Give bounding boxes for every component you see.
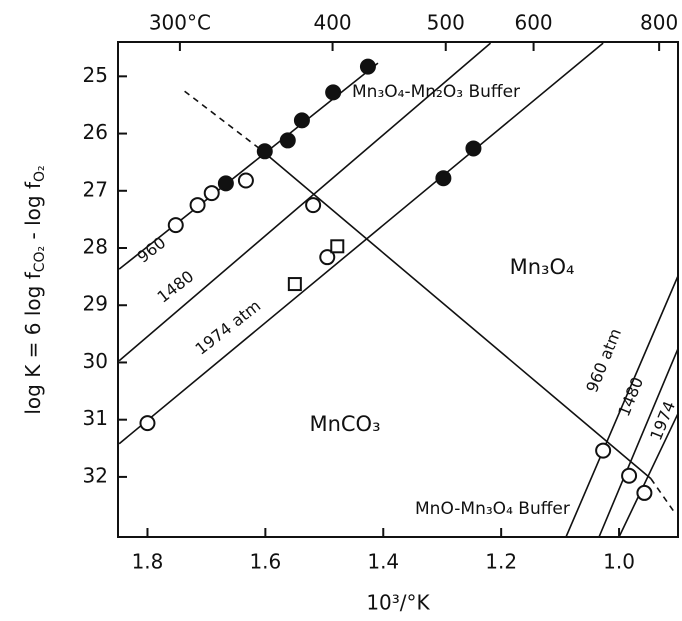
- y-tick-label: 29: [83, 292, 108, 316]
- circle-point: [305, 197, 322, 214]
- line: [565, 273, 678, 537]
- y-axis-title-part: - log f: [21, 181, 45, 246]
- line: [259, 148, 652, 480]
- circle-point: [325, 84, 342, 101]
- x2-tick-label: 800: [640, 11, 678, 35]
- x2-tick-label: 500: [427, 11, 465, 35]
- x-tick-label: 1.0: [603, 550, 635, 574]
- y-axis-title-part: O₂: [32, 165, 48, 182]
- y-axis-title-part: log K = 6 log f: [21, 271, 45, 414]
- y-tick-label: 30: [83, 349, 108, 373]
- x-tick-label: 1.2: [485, 550, 517, 574]
- line: [118, 42, 492, 362]
- circle-point: [279, 132, 296, 149]
- line: [118, 42, 604, 445]
- circle-point: [217, 175, 234, 192]
- y-tick-label: 31: [83, 406, 108, 430]
- plot-frame: [117, 41, 679, 538]
- line-label: 1480: [154, 267, 198, 307]
- y-tick-label: 27: [83, 177, 108, 201]
- circle-point: [636, 484, 653, 501]
- x-tick-label: 1.4: [367, 550, 399, 574]
- square-point: [330, 239, 345, 254]
- circle-point: [435, 170, 452, 187]
- circle-point: [139, 415, 156, 432]
- circle-point: [189, 197, 206, 214]
- annotation: Mn₃O₄: [510, 255, 575, 279]
- y-tick-label: 32: [83, 463, 108, 487]
- line-label: 960 atm: [582, 326, 625, 396]
- line: [650, 478, 674, 512]
- line-label: 1974 atm: [192, 296, 265, 359]
- line: [618, 411, 678, 537]
- line: [598, 346, 678, 537]
- circle-point: [319, 249, 336, 266]
- circle-point: [203, 185, 220, 202]
- x2-tick-label: 300°C: [149, 11, 211, 35]
- circle-point: [167, 217, 184, 234]
- annotation: Mn₃O₄-Mn₂O₃ Buffer: [352, 82, 520, 102]
- x2-tick-label: 600: [514, 11, 552, 35]
- circle-point: [621, 467, 638, 484]
- circle-point: [465, 140, 482, 157]
- y-tick-label: 28: [83, 235, 108, 259]
- square-point: [287, 277, 302, 292]
- x-tick-label: 1.6: [249, 550, 281, 574]
- x-axis-title: 10³/°K: [366, 591, 430, 615]
- x-tick-label: 1.8: [132, 550, 164, 574]
- line: [184, 90, 261, 150]
- x2-tick-label: 400: [313, 11, 351, 35]
- circle-point: [237, 172, 254, 189]
- line-label: 960: [134, 233, 170, 267]
- circle-point: [256, 143, 273, 160]
- annotation: MnO-Mn₃O₄ Buffer: [415, 499, 570, 519]
- circle-point: [595, 442, 612, 459]
- annotation: MnCO₃: [309, 412, 380, 436]
- y-axis-title: log K = 6 log fCO₂ - log fO₂: [21, 165, 49, 414]
- circle-point: [293, 112, 310, 129]
- y-axis-title-part: CO₂: [32, 246, 48, 272]
- line-label: 1480: [614, 374, 647, 419]
- y-tick-label: 25: [83, 63, 108, 87]
- y-tick-label: 26: [83, 120, 108, 144]
- circle-point: [359, 58, 376, 75]
